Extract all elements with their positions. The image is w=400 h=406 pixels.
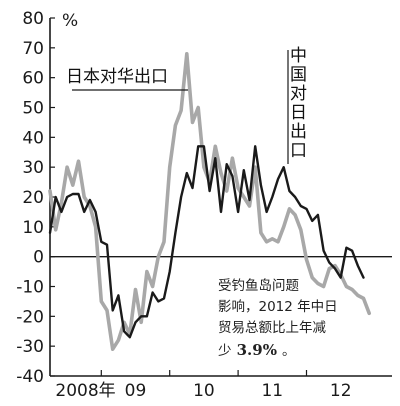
annotation-line-4-suffix: 。 xyxy=(282,343,296,359)
series-label-japan-text: 日本对华出口 xyxy=(66,67,168,87)
series-label-china-text: 中国对日出口 xyxy=(286,46,307,160)
x-tick-label: 2008年 xyxy=(55,381,115,401)
y-tick-label: 70 xyxy=(22,39,44,59)
series-line-china-exports xyxy=(48,145,365,339)
y-tick-label: 10 xyxy=(22,218,44,238)
y-tick-label: -10 xyxy=(16,278,44,298)
y-tick-label: 30 xyxy=(22,158,44,178)
y-tick-label: -30 xyxy=(16,337,44,357)
y-tick-label: 80 xyxy=(22,9,44,29)
annotation-line-4-prefix: 少 xyxy=(218,343,232,359)
y-tick-labels: 80 70 60 50 40 30 20 10 0 -10 -20 -30 -40 xyxy=(16,9,55,387)
x-year-tick-marks xyxy=(100,370,308,376)
y-tick-label: 60 xyxy=(22,69,44,89)
y-tick-label: 20 xyxy=(22,188,44,208)
y-tick-label: -20 xyxy=(16,307,44,327)
annotation-note: 受钓鱼岛问题 影响，2012 年中日 贸易总额比上年减 少 3.9% 。 xyxy=(218,277,338,359)
annotation-line-3: 贸易总额比上年减 xyxy=(218,320,326,336)
annotation-line-1: 受钓鱼岛问题 xyxy=(218,277,299,294)
x-tick-label: 12 xyxy=(330,381,352,401)
series-label-china-exports: 中国对日出口 xyxy=(286,46,307,164)
annotation-line-4-value: 3.9% xyxy=(237,341,277,359)
series-layer xyxy=(48,52,371,351)
annotation-line-2: 影响，2012 年中日 xyxy=(218,299,338,315)
y-tick-label: 0 xyxy=(33,248,44,268)
x-tick-label: 09 xyxy=(125,381,147,401)
x-tick-label: 11 xyxy=(261,381,283,401)
x-tick-label: 10 xyxy=(193,381,215,401)
series-label-japan-exports: 日本对华出口 xyxy=(66,67,188,91)
y-unit-label: % xyxy=(62,11,78,31)
y-tick-label: 40 xyxy=(22,128,44,148)
x-tick-labels: 2008年 09 10 11 12 xyxy=(55,381,351,401)
y-tick-label: 50 xyxy=(22,99,44,119)
y-tick-label: -40 xyxy=(16,367,44,387)
annotation-line-4: 少 3.9% 。 xyxy=(218,340,296,359)
